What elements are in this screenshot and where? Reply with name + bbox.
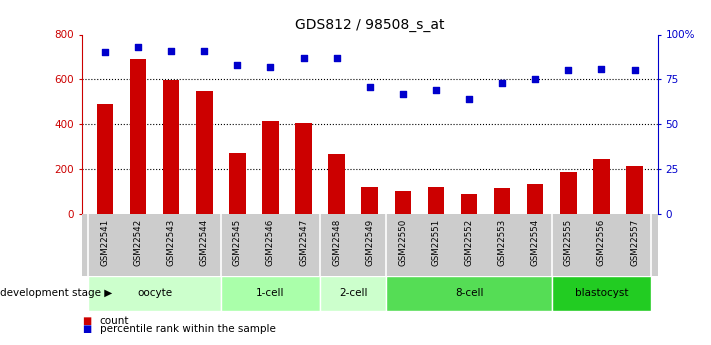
Point [364,84,375,89]
Bar [552,276,651,310]
Text: GSM22557: GSM22557 [630,219,639,266]
Bar [395,191,411,214]
Point [331,55,342,61]
Text: GSM22551: GSM22551 [432,219,440,266]
Point [464,96,475,102]
Bar [527,184,543,214]
Bar [97,104,113,214]
Bar [320,276,386,310]
Bar [593,159,610,214]
Point [562,68,574,73]
Text: GSM22555: GSM22555 [564,219,573,266]
Bar [626,166,643,214]
Bar [328,155,345,214]
Text: 8-cell: 8-cell [455,288,483,298]
Text: GSM22547: GSM22547 [299,219,308,266]
Bar [560,172,577,214]
Text: GSM22541: GSM22541 [100,219,109,266]
Bar [361,187,378,214]
Point [496,80,508,86]
Text: GSM22542: GSM22542 [134,219,142,266]
Bar [229,153,245,214]
Text: 2-cell: 2-cell [339,288,368,298]
Point [596,66,607,71]
Text: oocyte: oocyte [137,288,172,298]
Text: GSM22553: GSM22553 [498,219,507,266]
Text: GSM22543: GSM22543 [166,219,176,266]
Text: 1-cell: 1-cell [256,288,284,298]
Point [430,87,442,93]
Text: blastocyst: blastocyst [574,288,628,298]
Text: ■: ■ [82,325,91,334]
Text: GSM22548: GSM22548 [332,219,341,266]
Bar [386,276,552,310]
Point [629,68,640,73]
Bar [427,187,444,214]
Point [397,91,409,97]
Bar [494,188,510,214]
Bar [221,276,320,310]
Text: GSM22556: GSM22556 [597,219,606,266]
Bar [88,276,221,310]
Point [298,55,309,61]
Text: count: count [100,316,129,326]
Text: development stage ▶: development stage ▶ [0,288,112,298]
Text: ■: ■ [82,316,91,326]
Bar [461,194,477,214]
Bar [196,90,213,214]
Point [132,44,144,50]
Point [198,48,210,53]
Text: GSM22552: GSM22552 [464,219,474,266]
Text: GSM22546: GSM22546 [266,219,275,266]
Bar [295,123,312,214]
Bar [262,121,279,214]
Point [530,77,541,82]
Title: GDS812 / 98508_s_at: GDS812 / 98508_s_at [295,18,444,32]
Bar [163,80,179,214]
Point [100,50,111,55]
Point [166,48,177,53]
Text: GSM22545: GSM22545 [232,219,242,266]
Text: GSM22544: GSM22544 [200,219,209,266]
Text: percentile rank within the sample: percentile rank within the sample [100,325,275,334]
Text: GSM22554: GSM22554 [530,219,540,266]
Text: GSM22549: GSM22549 [365,219,374,266]
Point [232,62,243,68]
Text: GSM22550: GSM22550 [398,219,407,266]
Bar [130,59,146,214]
Point [264,64,276,70]
